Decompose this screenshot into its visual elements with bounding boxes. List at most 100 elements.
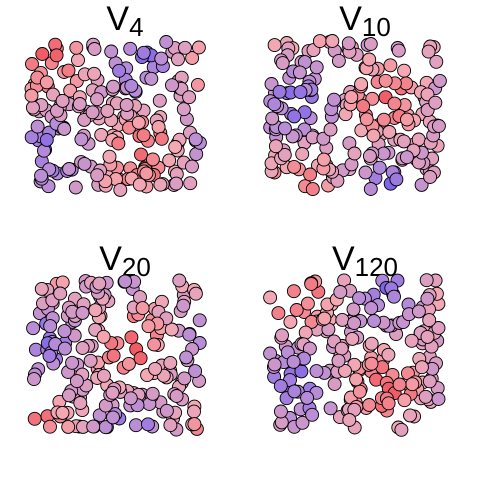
scatter-point — [187, 404, 201, 419]
scatter-point — [133, 351, 148, 366]
scatter-point — [300, 296, 315, 311]
scatter-point — [25, 57, 39, 71]
scatter-point — [34, 168, 49, 183]
scatter-point — [119, 98, 134, 112]
scatter-point — [265, 111, 280, 126]
scatter-point — [27, 372, 41, 387]
scatter-point — [55, 93, 70, 108]
scatter-point — [192, 313, 207, 328]
scatter-point — [169, 176, 184, 191]
scatter-point — [356, 99, 371, 114]
scatter-point — [153, 177, 168, 192]
scatter-point — [327, 377, 342, 391]
scatter-point — [420, 329, 435, 344]
scatter-point — [275, 328, 289, 343]
scatter-point — [169, 389, 184, 403]
scatter-points-v10 — [263, 34, 447, 197]
scatter-point — [364, 356, 379, 371]
scatter-point — [129, 418, 143, 433]
scatter-point — [152, 93, 167, 108]
scatter-point — [347, 316, 362, 330]
scatter-point — [272, 84, 287, 99]
scatter-point — [62, 162, 77, 176]
panel-v4: V4 — [24, 0, 207, 197]
scatter-point — [352, 384, 367, 399]
scatter-point — [358, 165, 373, 180]
title-main: V — [106, 0, 129, 38]
scatter-point — [53, 286, 68, 301]
scatter-point — [159, 35, 174, 49]
title-sub: 10 — [362, 12, 391, 42]
scatter-point — [394, 422, 409, 437]
scatter-point — [100, 103, 115, 118]
scatter-point — [106, 79, 121, 94]
scatter-point — [124, 78, 139, 93]
scatter-point — [163, 418, 178, 433]
scatter-point — [27, 411, 42, 426]
scatter-point — [275, 56, 290, 71]
scatter-point — [136, 45, 151, 60]
scatter-point — [83, 353, 98, 368]
scatter-point — [334, 341, 349, 356]
scatter-point — [354, 77, 369, 92]
scatter-point — [85, 105, 100, 120]
scatter-point — [185, 159, 199, 174]
scatter-points-v4 — [24, 35, 207, 197]
scatter-point — [422, 313, 437, 328]
scatter-point — [62, 388, 76, 403]
title-sub: 4 — [129, 12, 143, 42]
scatter-point — [383, 58, 398, 73]
scatter-point — [363, 37, 378, 51]
scatter-point — [132, 177, 147, 192]
scatter-point — [273, 379, 288, 393]
scatter-point — [111, 136, 126, 151]
scatter-point — [362, 149, 377, 163]
scatter-point — [300, 390, 315, 405]
scatter-point — [431, 119, 446, 133]
scatter-point — [88, 303, 103, 318]
scatter-point — [63, 83, 78, 98]
scatter-point — [287, 384, 302, 399]
scatter-point — [303, 167, 318, 182]
scatter-point — [399, 150, 414, 165]
scatter-point — [352, 291, 367, 306]
scatter-point — [104, 44, 119, 59]
scatter-point — [172, 273, 187, 288]
scatter-point — [74, 132, 89, 147]
title-main: V — [332, 240, 355, 278]
scatter-point — [414, 360, 429, 375]
scatter-point — [144, 71, 159, 86]
scatter-point — [178, 40, 192, 55]
scatter-point — [292, 65, 307, 80]
scatter-point — [421, 44, 436, 59]
scatter-point — [378, 73, 393, 88]
scatter-point — [57, 324, 72, 339]
scatter-point — [24, 130, 39, 145]
scatter-point — [376, 112, 391, 127]
scatter-point — [381, 347, 396, 362]
scatter-point — [102, 149, 117, 164]
scatter-point — [61, 419, 76, 434]
scatter-point — [389, 172, 404, 187]
scatter-point — [363, 182, 378, 196]
scatter-point — [176, 298, 191, 313]
scatter-point — [397, 393, 412, 408]
title-sub: 120 — [355, 252, 398, 282]
scatter-point — [367, 314, 381, 328]
scatter-point — [327, 92, 341, 107]
scatter-point — [349, 372, 364, 387]
scatter-point — [188, 132, 203, 147]
scatter-point — [159, 403, 174, 418]
scatter-point — [25, 100, 40, 115]
scatter-point — [151, 120, 166, 134]
scatter-point — [106, 410, 120, 425]
scatter-point — [429, 54, 444, 69]
scatter-point — [287, 109, 302, 124]
scatter-point — [432, 73, 447, 88]
scatter-point — [77, 156, 92, 171]
scatter-point — [418, 389, 433, 404]
scatter-point — [185, 51, 200, 65]
scatter-point — [42, 348, 57, 363]
scatter-point — [422, 374, 437, 389]
